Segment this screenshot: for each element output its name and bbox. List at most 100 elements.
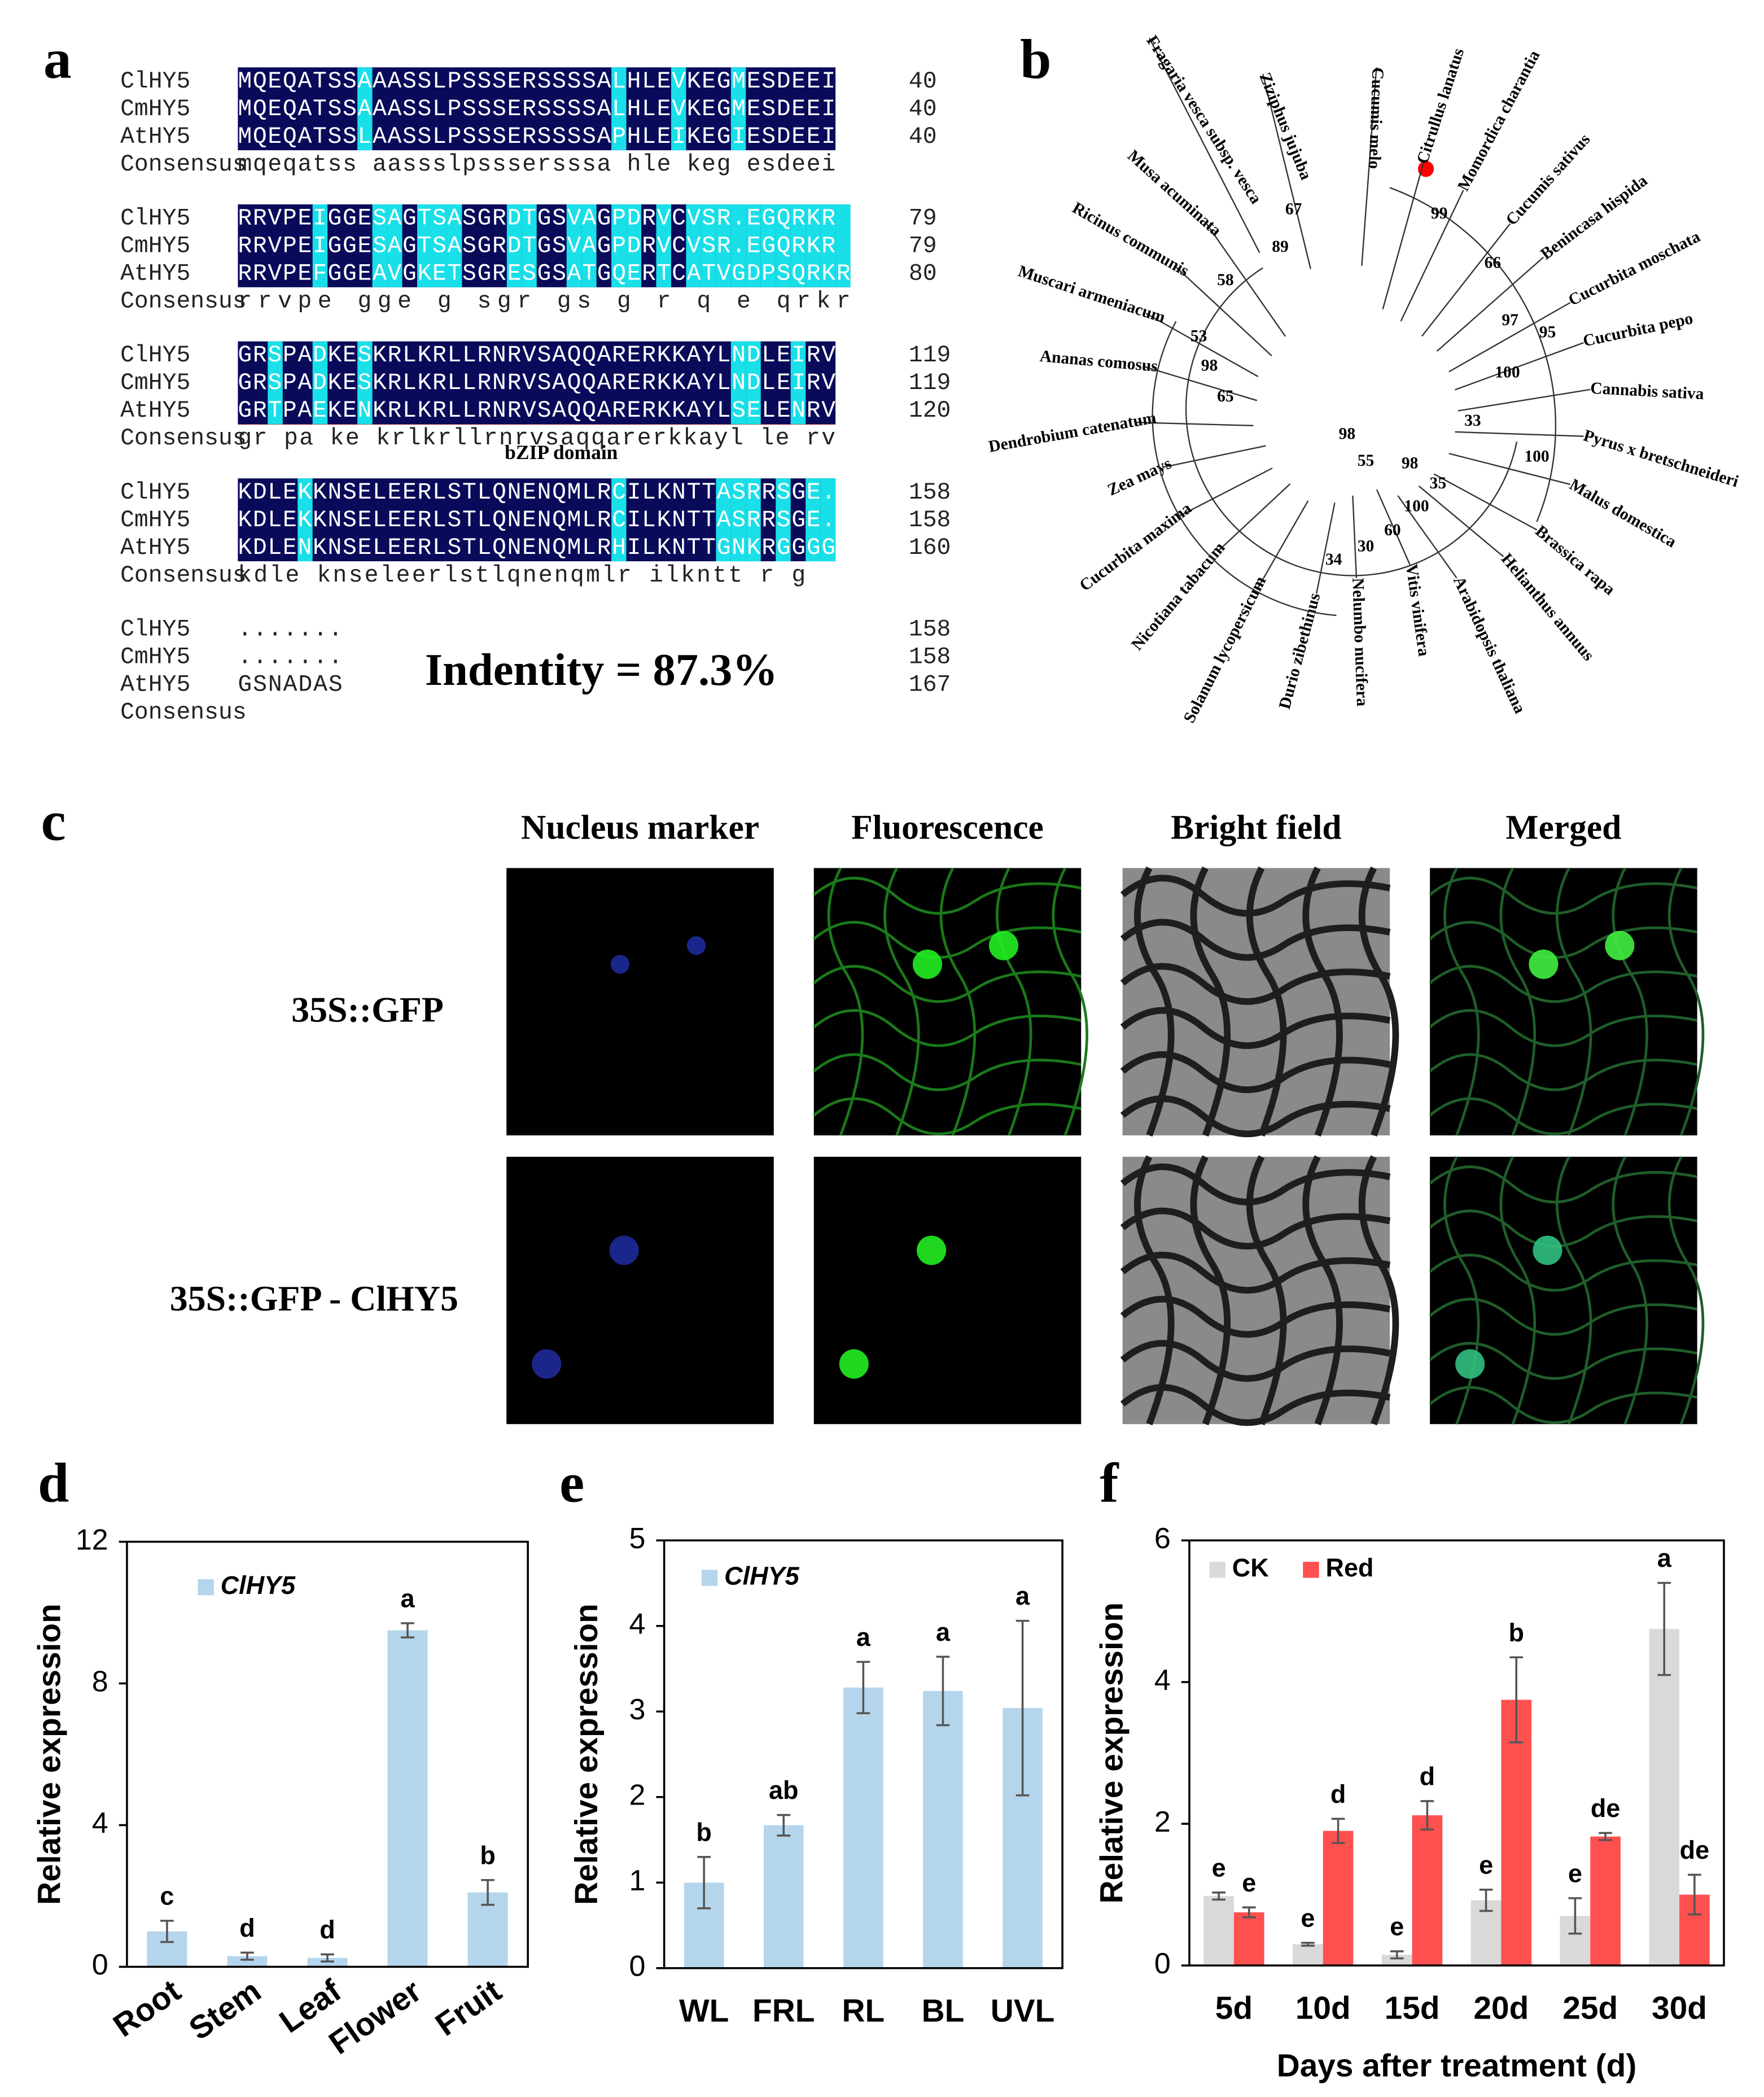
nucleus bbox=[1455, 1349, 1485, 1379]
column-header: Fluorescence bbox=[851, 808, 1044, 846]
panel-label: d bbox=[38, 1452, 69, 1514]
species-label: Citrullus lanatus bbox=[1413, 46, 1468, 166]
sequence-name: ClHY5 bbox=[120, 617, 190, 643]
bootstrap-value: 67 bbox=[1285, 200, 1302, 219]
x-tick-label: Flower bbox=[323, 1973, 428, 2062]
cell-wall bbox=[1429, 1053, 1698, 1091]
sequence-name: AtHY5 bbox=[120, 124, 190, 150]
x-tick-label: 15d bbox=[1385, 1991, 1440, 2026]
significance-letter: a bbox=[1015, 1582, 1030, 1610]
panel-label: c bbox=[41, 790, 66, 853]
error-bar bbox=[481, 1878, 494, 1906]
tree-branch bbox=[1177, 482, 1244, 518]
sequence-name: CmHY5 bbox=[120, 233, 190, 259]
tree-branch bbox=[1400, 280, 1421, 322]
species-label: Pyrus x bretschneideri bbox=[1581, 426, 1740, 491]
bootstrap-value: 66 bbox=[1485, 254, 1502, 272]
error-bar bbox=[936, 1655, 950, 1727]
cell-wall bbox=[1358, 1155, 1399, 1426]
variable-site bbox=[268, 341, 283, 425]
micrograph bbox=[1429, 867, 1705, 1136]
plot-frame bbox=[1188, 1539, 1725, 1967]
cell-wall bbox=[1612, 1156, 1648, 1425]
bar bbox=[387, 1630, 428, 1967]
significance-letter: b bbox=[1509, 1618, 1524, 1647]
x-tick-label: Fruit bbox=[429, 1973, 508, 2043]
error-bar bbox=[856, 1661, 870, 1715]
x-tick-label: UVL bbox=[991, 1993, 1055, 2029]
cell-wall bbox=[1429, 1009, 1698, 1047]
variable-site bbox=[626, 204, 642, 287]
tree-branch bbox=[1445, 507, 1504, 557]
sequence-name: AtHY5 bbox=[120, 398, 190, 424]
variable-site bbox=[312, 341, 328, 425]
variable-site bbox=[835, 204, 851, 287]
cell-wall bbox=[813, 876, 1082, 915]
error-bar bbox=[1657, 1582, 1671, 1676]
species-label: Nicotiana tabacum bbox=[1128, 539, 1228, 654]
cell-wall bbox=[1190, 866, 1231, 1137]
bootstrap-value: 34 bbox=[1325, 551, 1342, 569]
legend-label: Red bbox=[1325, 1553, 1373, 1582]
bootstrap-value: 58 bbox=[1217, 271, 1234, 289]
x-tick-label: 30d bbox=[1652, 1991, 1707, 2026]
variable-site bbox=[611, 204, 627, 287]
cell-wall bbox=[827, 867, 864, 1136]
significance-letter: e bbox=[1212, 1853, 1226, 1882]
tree-branch bbox=[1448, 350, 1487, 373]
variable-site bbox=[730, 478, 746, 562]
x-tick-label: 20d bbox=[1473, 1991, 1529, 2026]
nucleus bbox=[917, 1235, 947, 1265]
row-label: 35S::GFP bbox=[291, 990, 444, 1030]
cell-wall bbox=[1120, 1340, 1391, 1382]
micrograph bbox=[506, 1156, 774, 1425]
bootstrap-value: 89 bbox=[1272, 238, 1289, 256]
cell-wall bbox=[1190, 1155, 1231, 1426]
error-bar bbox=[1509, 1656, 1524, 1744]
variable-site bbox=[447, 204, 462, 287]
significance-letter: d bbox=[239, 1913, 255, 1942]
x-axis-label: Days after treatment (d) bbox=[1277, 2048, 1637, 2084]
error-bar bbox=[240, 1951, 254, 1961]
micrograph bbox=[813, 867, 1088, 1136]
nucleus bbox=[839, 1349, 869, 1379]
tree-branch bbox=[1234, 445, 1266, 453]
sequence: ....... bbox=[238, 617, 342, 643]
tree-branch bbox=[1176, 267, 1243, 329]
tree-branch bbox=[1361, 204, 1367, 266]
variable-site bbox=[730, 341, 746, 425]
nucleus bbox=[912, 949, 943, 979]
sequence: RRVPEFGGEAVGKETSGRESGSATGQERTCATVGDPSQRK… bbox=[238, 261, 850, 287]
y-tick-label: 1 bbox=[629, 1864, 645, 1897]
sequence: GRSPADKESKRLKRLLRNRVSAQQARERKKAYLNDLEIRV bbox=[238, 343, 835, 369]
variable-site bbox=[701, 204, 716, 287]
micrograph-bg bbox=[506, 1156, 774, 1425]
sequence-name: AtHY5 bbox=[120, 535, 190, 561]
sequence-end: 119 bbox=[909, 343, 951, 369]
sequence-name: Consensus bbox=[120, 700, 247, 726]
cell-wall bbox=[1499, 1156, 1537, 1425]
cell-wall bbox=[1134, 866, 1175, 1137]
x-tick-label: FRL bbox=[752, 1993, 815, 2029]
tree-branch bbox=[1415, 521, 1457, 579]
sequence: MQEQATSSLAASSLPSSSERSSSSAPHLEIKEGIESDEEI bbox=[238, 124, 835, 150]
cell-wall bbox=[1134, 1155, 1175, 1426]
bootstrap-value: 98 bbox=[1339, 425, 1356, 443]
variable-site bbox=[671, 67, 686, 151]
variable-site bbox=[820, 204, 836, 287]
cell-wall bbox=[1612, 867, 1648, 1136]
tree-branch bbox=[1241, 327, 1272, 357]
cell-wall bbox=[1120, 919, 1391, 961]
nucleus bbox=[1529, 949, 1559, 979]
sequence: GRTPAEKENKRLKRLLRNRVSAQQARERKKAYLSELENRV bbox=[238, 398, 835, 424]
bootstrap-value: 100 bbox=[1524, 448, 1549, 466]
variable-site bbox=[357, 341, 373, 425]
significance-letter: a bbox=[401, 1584, 415, 1613]
tree-branch bbox=[1352, 495, 1355, 521]
tree-branch bbox=[1216, 504, 1268, 552]
sequence-end: 158 bbox=[909, 617, 951, 643]
y-axis-label: Relative expression bbox=[32, 1604, 68, 1905]
species-label: Cucumis sativus bbox=[1503, 130, 1594, 229]
